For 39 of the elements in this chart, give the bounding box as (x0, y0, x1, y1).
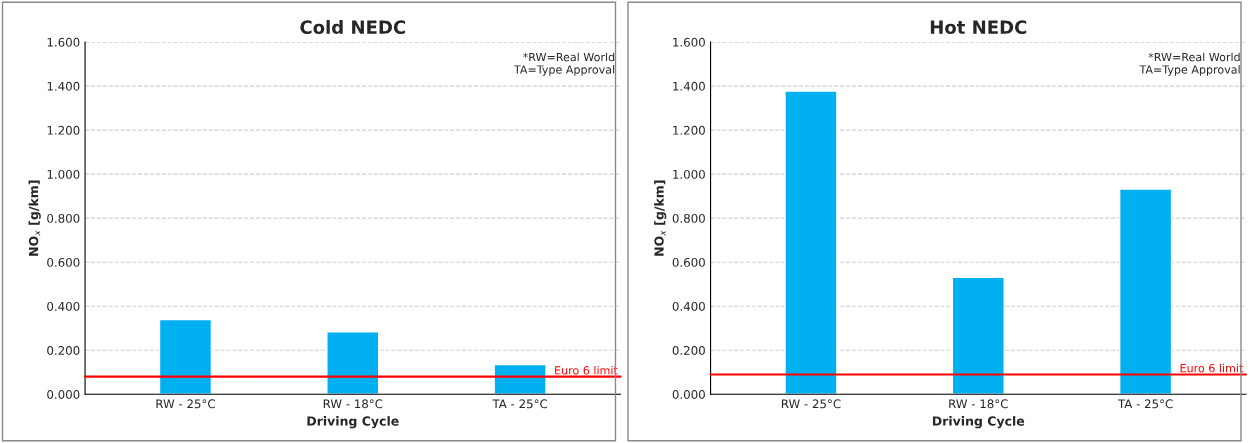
y-tick-label: 0.800 (672, 213, 705, 223)
x-tick-label: TA - 25°C (492, 399, 548, 409)
y-tick-label: 0.800 (47, 213, 80, 223)
bar (158, 318, 213, 395)
y-axis-title: NO$_{x}$ [g/km] (28, 180, 41, 256)
y-tick-label: 1.600 (47, 37, 80, 47)
y-tick-label: 1.000 (673, 169, 705, 179)
y-tick-label: 0.000 (672, 389, 705, 399)
y-tick-label: 1.600 (673, 37, 705, 47)
bar (784, 90, 838, 395)
chart-title: Hot NEDC (930, 20, 1027, 35)
x-tick-label: TA - 25°C (1117, 399, 1173, 409)
x-tick-label: RW - 18°C (949, 399, 1008, 409)
x-tick-label: RW - 25°C (781, 399, 841, 409)
x-axis-title: Driving Cycle (307, 416, 399, 429)
y-axis-title: NO$_{x}$ [g/km] (654, 180, 667, 256)
x-tick-label: RW - 25°C (156, 399, 215, 409)
y-tick-label: 0.200 (47, 345, 80, 355)
y-tick-label: 1.400 (673, 81, 705, 91)
y-tick-label: 0.200 (672, 345, 705, 355)
y-tick-label: 0.600 (672, 257, 705, 267)
y-tick-label: 1.200 (673, 125, 705, 135)
x-tick-label: RW - 18°C (323, 399, 383, 409)
x-axis-title: Driving Cycle (932, 416, 1025, 429)
y-tick-label: 1.200 (47, 125, 80, 135)
bar (1118, 188, 1173, 395)
ref-line-label: Euro 6 limit (1180, 363, 1244, 373)
y-tick-label: 0.000 (47, 389, 80, 399)
annotation: *RW=Real World TA=Type Approval (1139, 52, 1240, 76)
y-tick-label: 1.000 (47, 169, 80, 179)
bar (951, 276, 1005, 395)
bar (493, 363, 547, 395)
bar (326, 331, 380, 395)
chart-title: Cold NEDC (300, 20, 405, 35)
y-tick-label: 0.400 (672, 301, 705, 311)
y-tick-label: 1.400 (47, 81, 80, 91)
y-tick-label: 0.600 (47, 257, 80, 267)
annotation: *RW=Real World TA=Type Approval (513, 52, 615, 76)
y-tick-label: 0.400 (47, 301, 80, 311)
